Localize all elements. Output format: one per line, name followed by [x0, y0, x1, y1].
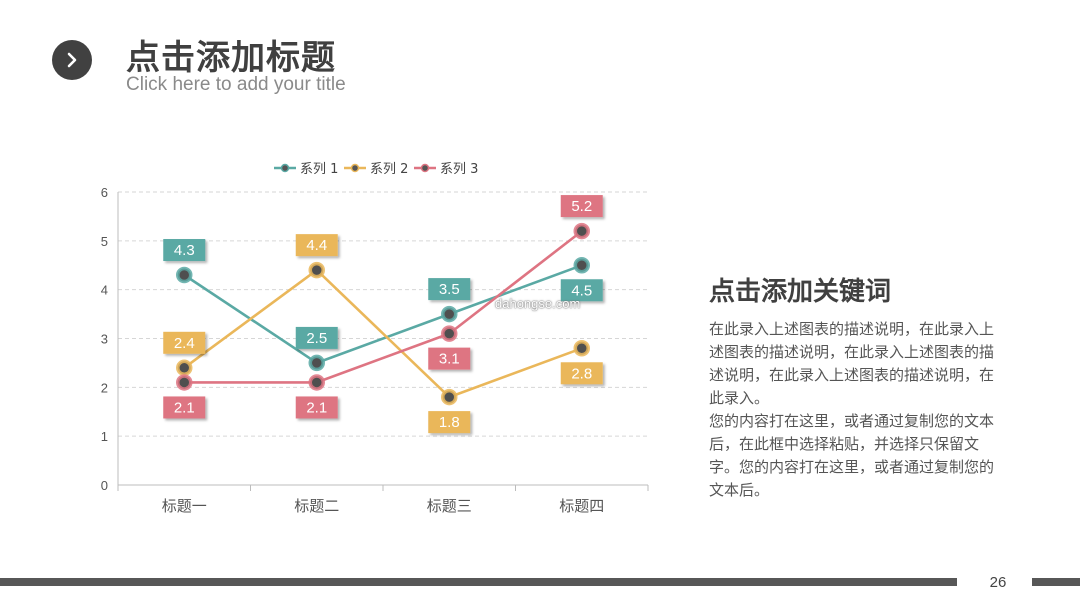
- data-label-box: [428, 347, 471, 370]
- data-label: 2.8: [571, 365, 592, 382]
- y-tick-label: 4: [101, 283, 108, 298]
- data-point: [441, 388, 458, 406]
- data-label-box: [560, 279, 603, 302]
- data-point: [441, 325, 458, 342]
- keyword-title[interactable]: 点击添加关键词: [709, 277, 892, 307]
- nav-button[interactable]: [52, 40, 92, 80]
- data-label: 3.1: [439, 351, 460, 368]
- data-label-box: [560, 362, 603, 385]
- data-point: [573, 222, 590, 240]
- x-tick-label: 标题四: [559, 497, 604, 515]
- data-point: [441, 305, 458, 323]
- data-point: [308, 261, 325, 279]
- legend-label: 系列 3: [440, 162, 478, 177]
- data-label: 4.3: [174, 242, 195, 259]
- keyword-paragraph-1: 在此录入上述图表的描述说明，在此录入上述图表的描述说明，在此录入上述图表的描述说…: [709, 320, 995, 407]
- y-tick-label: 0: [101, 478, 108, 493]
- data-point: [176, 266, 193, 284]
- data-label-box: [295, 396, 338, 419]
- data-label: 3.5: [439, 281, 460, 298]
- data-point: [176, 374, 193, 391]
- line-chart: 0 1 2 3 4 5 6 标题一 标题二 标题三 标题四 系列 1 系列 2 系列 3 4.3 2.5 3.5…: [101, 162, 649, 515]
- x-tick-label: 标题二: [294, 497, 339, 515]
- keyword-body[interactable]: 在此录入上述图表的描述说明，在此录入上述图表的描述说明，在此录入上述图表的描述说…: [709, 318, 1005, 502]
- data-point: [176, 359, 193, 377]
- data-label: 4.4: [306, 237, 327, 254]
- series-line: [183, 264, 583, 365]
- data-point: [308, 374, 325, 391]
- footer-bar: [0, 578, 957, 586]
- y-tick-label: 1: [101, 429, 108, 444]
- legend-label: 系列 1: [300, 162, 338, 177]
- data-label-box: [428, 278, 471, 301]
- y-tick-label: 3: [101, 332, 108, 347]
- data-point: [308, 354, 325, 372]
- data-label-box: [163, 239, 206, 262]
- data-label: 2.1: [306, 399, 327, 416]
- legend-marker: [350, 163, 360, 173]
- data-label: 1.8: [439, 414, 460, 431]
- series-line: [183, 268, 583, 399]
- y-tick-label: 2: [101, 380, 108, 395]
- y-tick-label: 5: [101, 234, 108, 249]
- data-label-box: [295, 326, 338, 349]
- data-label-box: [560, 195, 603, 218]
- data-label-box: [428, 411, 471, 434]
- legend-marker: [420, 163, 430, 173]
- footer-bar-right: [1032, 578, 1080, 586]
- chevron-right-icon: [67, 52, 77, 68]
- page-title[interactable]: 点击添加标题: [126, 38, 336, 78]
- data-point: [573, 340, 590, 357]
- page-subtitle[interactable]: Click here to add your title: [126, 74, 346, 95]
- data-label: 5.2: [571, 198, 592, 215]
- keyword-paragraph-2: 您的内容打在这里，或者通过复制您的文本后，在此框中选择粘贴，并选择只保留文字。您…: [709, 412, 995, 499]
- watermark: dahongse.com: [495, 296, 581, 311]
- legend-marker: [280, 163, 290, 173]
- y-tick-label: 6: [101, 185, 108, 200]
- data-label-box: [163, 396, 206, 419]
- page-number: 26: [989, 574, 1007, 591]
- data-label: 4.5: [571, 282, 592, 299]
- data-label: 2.4: [174, 335, 195, 352]
- legend-label: 系列 2: [370, 162, 408, 177]
- data-label: 2.5: [306, 330, 327, 347]
- data-label: 2.1: [174, 399, 195, 416]
- data-point: [573, 257, 590, 274]
- x-tick-label: 标题三: [427, 497, 472, 515]
- data-label-box: [163, 331, 206, 354]
- x-tick-label: 标题一: [162, 497, 207, 515]
- series-line: [184, 230, 583, 384]
- data-label-box: [295, 234, 338, 257]
